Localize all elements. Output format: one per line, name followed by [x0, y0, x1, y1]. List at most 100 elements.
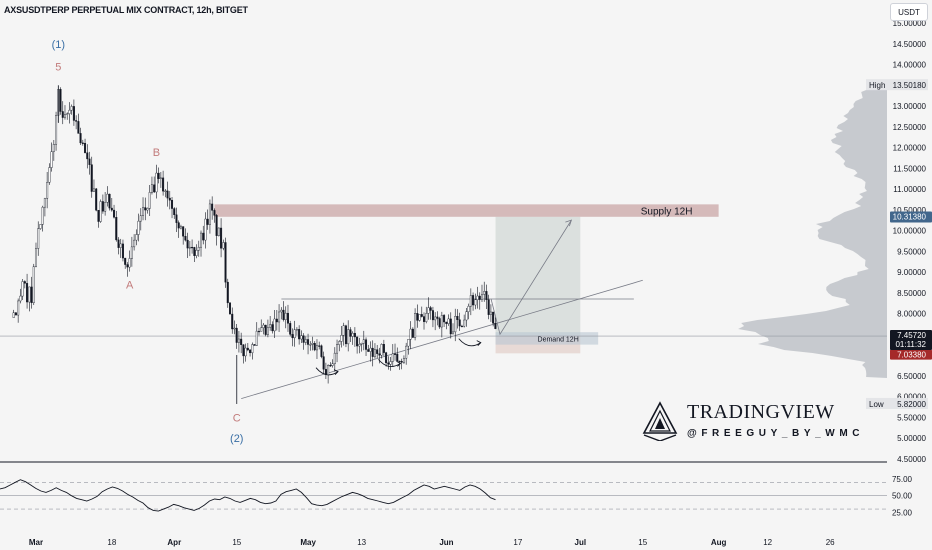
- candle-up: [41, 206, 44, 225]
- candle-up: [389, 361, 392, 365]
- candle-down: [211, 203, 214, 211]
- candle-down: [23, 281, 26, 284]
- candle-up: [164, 190, 167, 192]
- candle-down: [231, 313, 234, 330]
- candle-down: [376, 349, 379, 354]
- rsi-tick-label: 25.00: [892, 508, 913, 517]
- candle-down: [438, 318, 441, 328]
- candle-up: [405, 345, 408, 359]
- candle-up: [99, 201, 102, 222]
- candle-down: [396, 353, 399, 362]
- drawings-layer[interactable]: [0, 219, 887, 399]
- candle-down: [420, 314, 423, 317]
- candle-up: [197, 246, 200, 251]
- high-tag: [866, 79, 928, 91]
- price-axis[interactable]: 15.0000014.5000014.0000013.5000013.00000…: [866, 0, 932, 464]
- projection-arrow-head: [565, 219, 573, 227]
- candle-down: [302, 335, 305, 343]
- chart-title: AXSUSDTPERP PERPETUAL MIX CONTRACT, 12h,…: [4, 5, 248, 15]
- candle-up: [293, 329, 296, 339]
- candle-up: [463, 319, 466, 327]
- candle-up: [273, 318, 276, 332]
- candle-down: [166, 190, 169, 199]
- candle-down: [456, 316, 459, 320]
- supply-zone-label: Supply 12H: [641, 207, 693, 218]
- candle-down: [126, 264, 129, 268]
- watermark-brand: TRADINGVIEW: [687, 401, 835, 423]
- candle-up: [407, 339, 410, 347]
- candle-up: [52, 144, 55, 152]
- candle-down: [322, 356, 325, 370]
- candle-up: [402, 358, 405, 363]
- wave-label-2: 5: [55, 62, 61, 74]
- candle-up: [92, 188, 95, 192]
- candle-down: [329, 365, 332, 367]
- candle-down: [186, 239, 189, 249]
- candle-up: [340, 335, 343, 342]
- candle-up: [409, 328, 412, 340]
- candle-down: [97, 209, 100, 222]
- supply-price-badge: [890, 211, 932, 223]
- candle-down: [81, 142, 84, 144]
- candle-down: [59, 89, 62, 112]
- candle-down: [72, 106, 75, 121]
- candle-up: [465, 311, 468, 321]
- zones-layer[interactable]: Supply 12H Demand 12H: [214, 204, 719, 345]
- candle-up: [244, 347, 247, 357]
- supply-zone: [214, 204, 719, 217]
- price-tick-label: 6.50000: [897, 372, 926, 381]
- candle-down: [478, 295, 481, 300]
- candle-down: [271, 324, 274, 332]
- candle-down: [443, 315, 446, 323]
- candle-up: [133, 239, 136, 248]
- candle-up: [452, 331, 455, 335]
- currency-button[interactable]: USDT: [890, 3, 928, 21]
- price-tick-label: 10.00000: [893, 227, 927, 236]
- candle-up: [150, 184, 153, 193]
- candle-up: [336, 344, 339, 354]
- candle-down: [206, 218, 209, 225]
- candle-up: [260, 327, 263, 332]
- candle-up: [474, 299, 477, 306]
- candle-up: [137, 220, 140, 235]
- candle-up: [255, 330, 258, 346]
- candle-up: [37, 228, 40, 249]
- candle-down: [411, 328, 414, 338]
- candle-up: [66, 113, 69, 115]
- candle-down: [249, 349, 252, 354]
- candle-down: [110, 207, 113, 211]
- candle-up: [338, 341, 341, 345]
- candle-up: [280, 309, 283, 313]
- candle-up: [222, 242, 225, 249]
- supply-price-badge-text-1: 10.31380: [893, 212, 927, 221]
- time-tick-label: 13: [357, 538, 366, 547]
- candle-up: [142, 207, 145, 216]
- candle-up: [17, 300, 20, 316]
- bottom-curve-arrow-3: [476, 340, 482, 346]
- wave-label-3: B: [153, 147, 160, 159]
- candle-up: [300, 335, 303, 340]
- wave-labels-layer: (1) 5 B A C (2): [52, 39, 244, 445]
- time-tick-label: 17: [513, 538, 522, 547]
- candle-down: [458, 319, 461, 327]
- price-tick-label: 14.50000: [893, 40, 927, 49]
- candle-up: [369, 347, 372, 352]
- candle-down: [113, 209, 116, 218]
- candle-down: [193, 247, 196, 256]
- demand-zone-label: Demand 12H: [538, 336, 579, 343]
- candle-up: [200, 232, 203, 248]
- candle-down: [385, 352, 388, 364]
- time-axis[interactable]: Mar 18 Apr 15 May 13 Jun 17 Jul 15 Aug 12 26: [29, 538, 835, 547]
- candle-up: [331, 363, 334, 366]
- high-tag-label: High: [869, 81, 885, 90]
- candle-down: [449, 318, 452, 335]
- candle-down: [460, 325, 463, 328]
- candle-up: [217, 227, 220, 236]
- price-tick-label: 8.50000: [897, 289, 926, 298]
- candle-up: [119, 243, 122, 248]
- candle-down: [157, 172, 160, 179]
- time-tick-label: Aug: [711, 538, 727, 547]
- candle-up: [483, 291, 486, 295]
- candle-down: [77, 121, 80, 134]
